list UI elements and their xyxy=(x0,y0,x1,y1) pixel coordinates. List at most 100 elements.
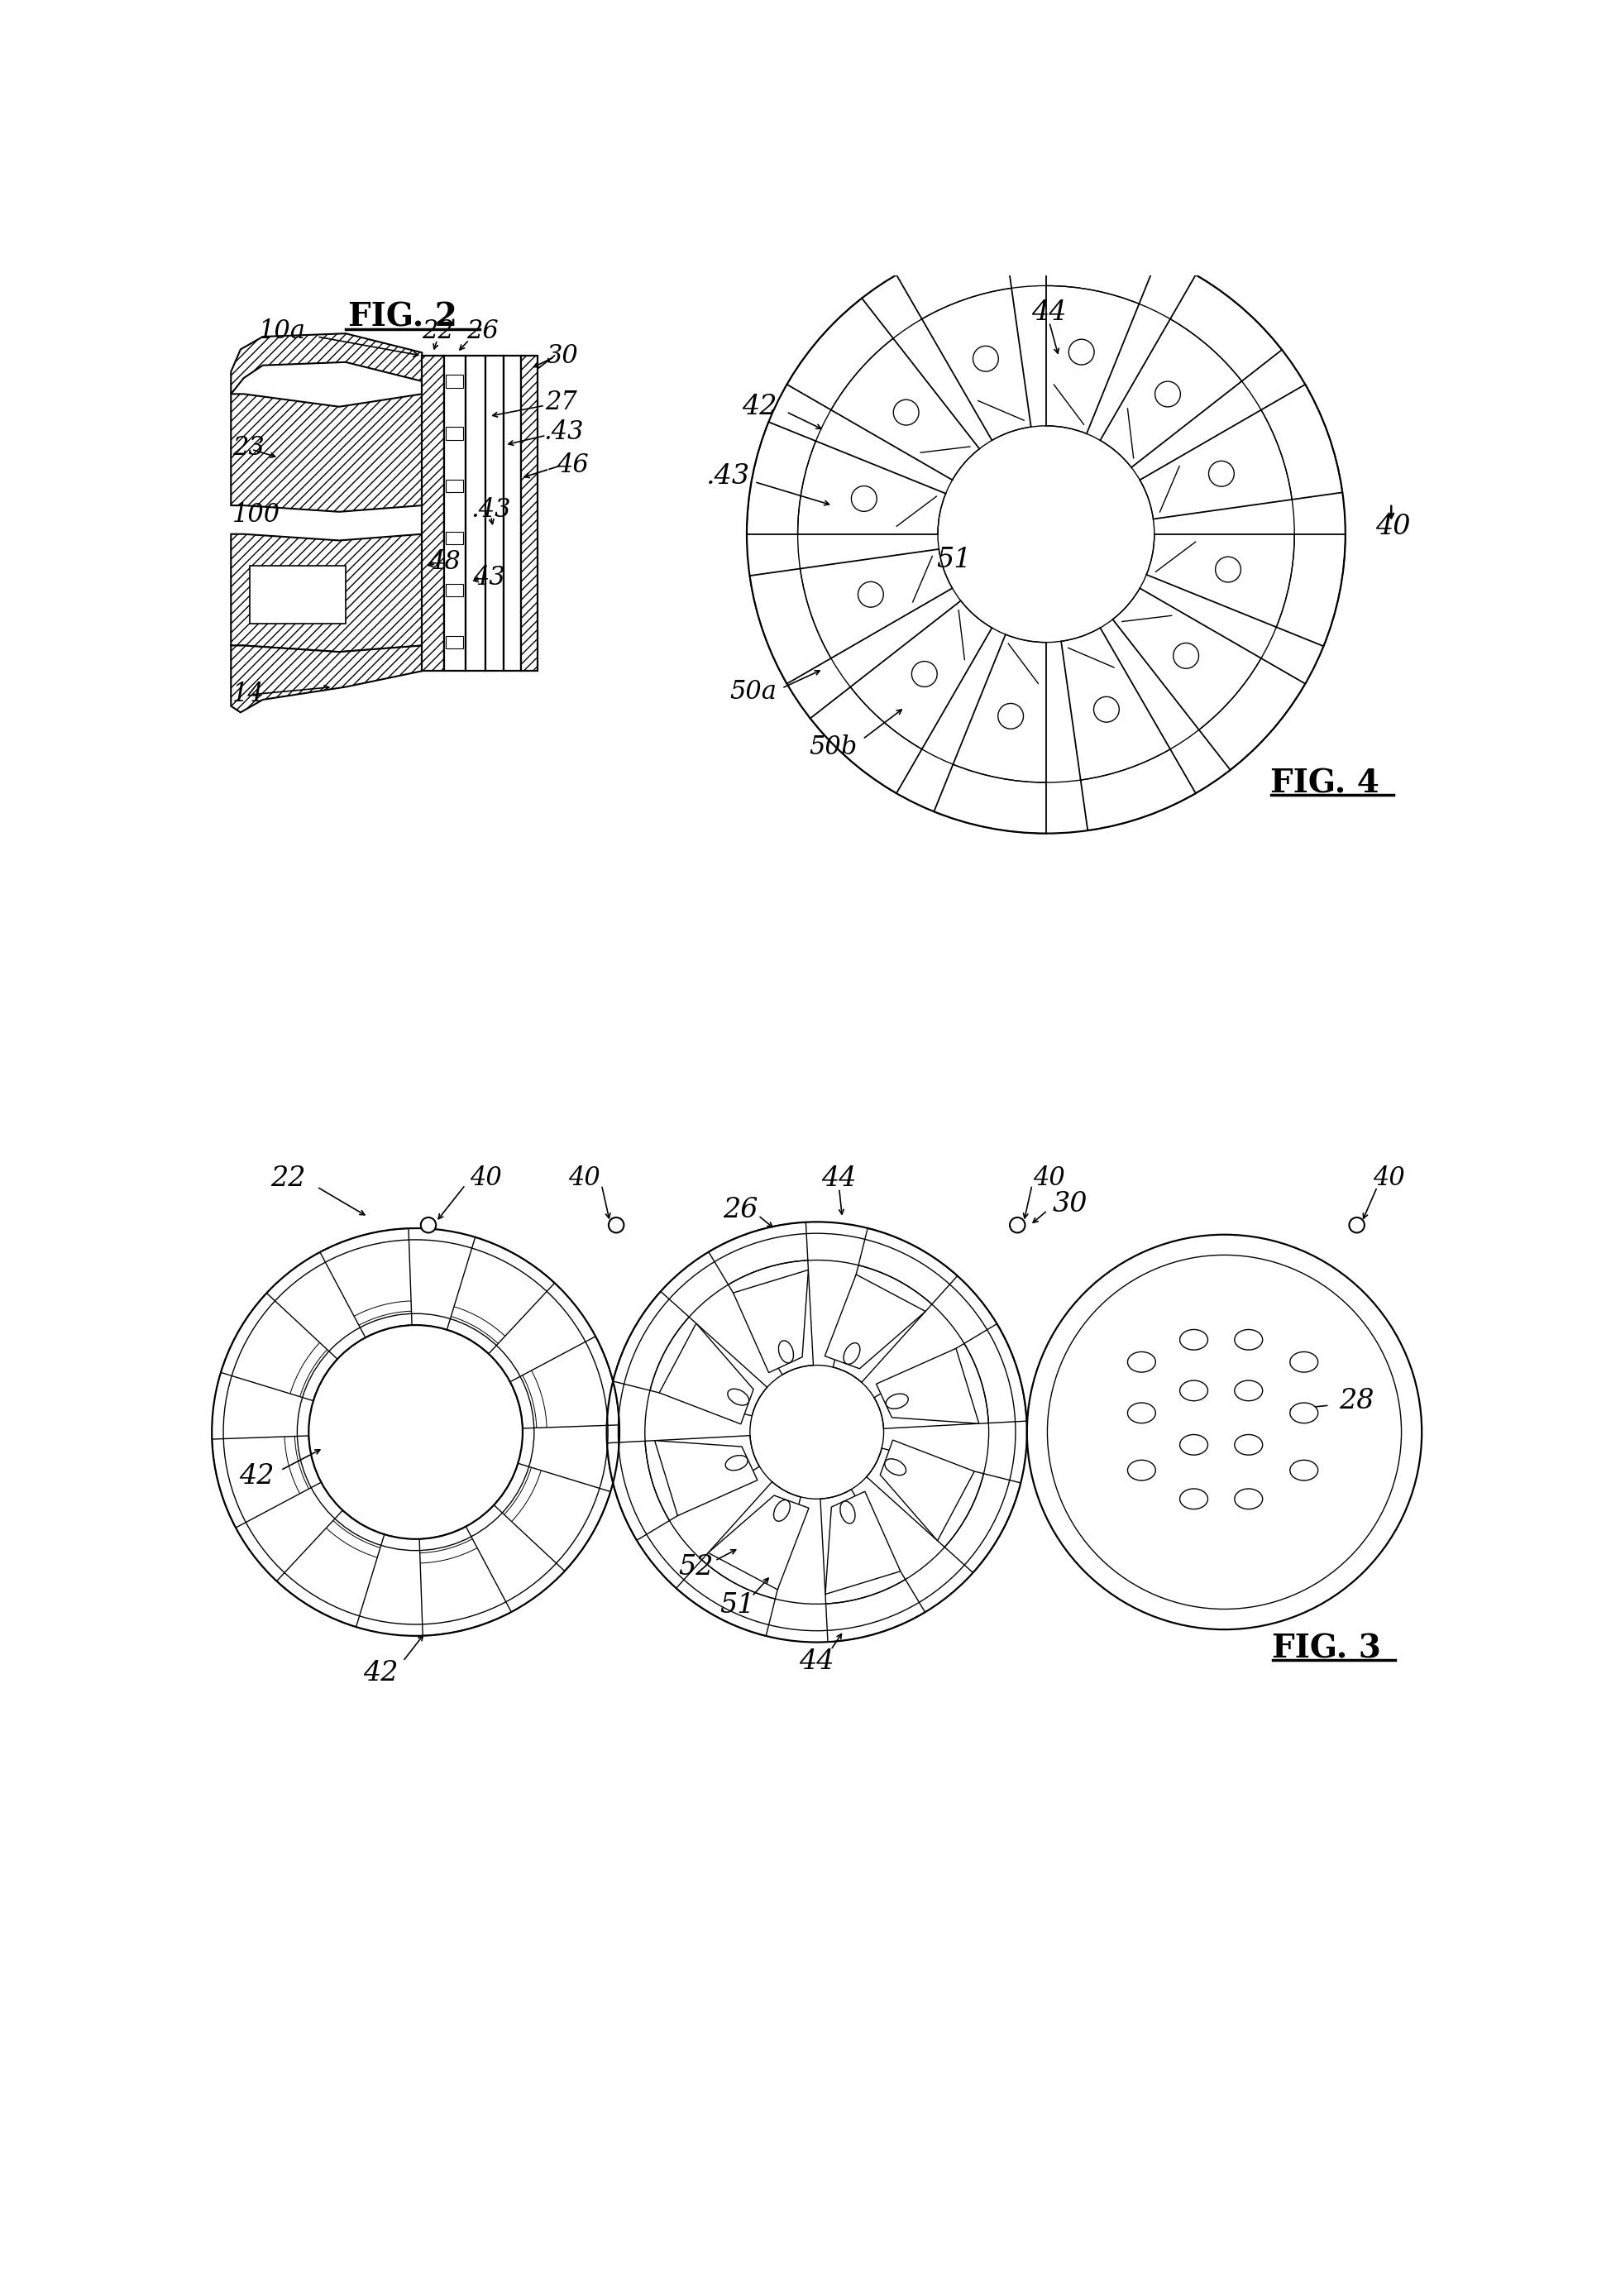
Circle shape xyxy=(851,487,876,512)
Ellipse shape xyxy=(1289,1352,1318,1373)
Text: 16: 16 xyxy=(284,583,313,606)
Bar xyxy=(422,356,445,670)
Polygon shape xyxy=(733,1270,807,1373)
Polygon shape xyxy=(825,1274,925,1368)
Ellipse shape xyxy=(839,1502,855,1525)
Text: 48: 48 xyxy=(429,549,461,574)
Circle shape xyxy=(1094,696,1118,723)
Circle shape xyxy=(857,581,883,606)
Ellipse shape xyxy=(1289,1403,1318,1424)
Text: 30: 30 xyxy=(1052,1192,1087,1217)
Ellipse shape xyxy=(1234,1488,1261,1508)
Bar xyxy=(445,427,464,441)
Text: 50b: 50b xyxy=(809,735,857,760)
Text: 42: 42 xyxy=(741,393,777,420)
Text: 30: 30 xyxy=(546,342,578,370)
Ellipse shape xyxy=(1289,1460,1318,1481)
Bar xyxy=(445,480,464,491)
Ellipse shape xyxy=(1128,1352,1155,1373)
Polygon shape xyxy=(230,333,422,395)
Bar xyxy=(485,356,503,670)
Text: 40: 40 xyxy=(469,1166,501,1192)
Circle shape xyxy=(912,661,936,687)
Polygon shape xyxy=(825,1492,901,1593)
Text: .43: .43 xyxy=(543,420,583,445)
Ellipse shape xyxy=(886,1394,907,1410)
Ellipse shape xyxy=(727,1389,749,1405)
Circle shape xyxy=(973,347,997,372)
Circle shape xyxy=(1173,643,1199,668)
Bar xyxy=(445,533,464,544)
Text: 44: 44 xyxy=(822,1166,857,1192)
Text: 22: 22 xyxy=(422,319,454,344)
Circle shape xyxy=(997,703,1023,728)
Circle shape xyxy=(1008,1217,1025,1233)
Text: 50a: 50a xyxy=(730,680,777,705)
Bar xyxy=(422,356,445,670)
Polygon shape xyxy=(654,1440,757,1515)
Ellipse shape xyxy=(1128,1460,1155,1481)
Text: FIG. 4: FIG. 4 xyxy=(1269,769,1379,799)
Circle shape xyxy=(892,400,918,425)
Polygon shape xyxy=(230,535,422,652)
Text: .43: .43 xyxy=(470,496,511,523)
Text: 14: 14 xyxy=(232,682,264,707)
Text: 43: 43 xyxy=(472,565,504,590)
Text: FIG. 2: FIG. 2 xyxy=(348,301,458,333)
Text: 10a: 10a xyxy=(258,319,304,344)
Circle shape xyxy=(1348,1217,1365,1233)
Circle shape xyxy=(420,1217,437,1233)
Ellipse shape xyxy=(1234,1380,1261,1401)
Ellipse shape xyxy=(884,1458,905,1476)
Ellipse shape xyxy=(725,1456,748,1469)
Bar xyxy=(445,583,464,597)
Polygon shape xyxy=(876,1348,978,1424)
Text: FIG. 3: FIG. 3 xyxy=(1271,1632,1381,1665)
Circle shape xyxy=(1208,461,1234,487)
Text: 23: 23 xyxy=(232,436,264,461)
Bar xyxy=(445,374,464,388)
Text: 51: 51 xyxy=(719,1591,754,1619)
Circle shape xyxy=(1215,556,1240,583)
Text: 44: 44 xyxy=(799,1649,834,1674)
Ellipse shape xyxy=(778,1341,793,1364)
Polygon shape xyxy=(659,1322,752,1424)
Text: 52: 52 xyxy=(678,1554,714,1580)
Ellipse shape xyxy=(1179,1329,1207,1350)
Bar xyxy=(250,565,345,622)
Bar xyxy=(445,356,466,670)
Bar xyxy=(520,356,538,670)
Bar xyxy=(445,636,464,650)
Text: 26: 26 xyxy=(722,1196,757,1224)
Polygon shape xyxy=(707,1495,809,1589)
Text: 42: 42 xyxy=(362,1660,398,1685)
Text: 100: 100 xyxy=(232,503,280,528)
Text: 46: 46 xyxy=(556,452,588,478)
Ellipse shape xyxy=(1179,1380,1207,1401)
Text: 27: 27 xyxy=(545,390,577,416)
Circle shape xyxy=(1155,381,1179,406)
Text: 22: 22 xyxy=(271,1166,306,1192)
Bar xyxy=(466,356,485,670)
Text: 42: 42 xyxy=(238,1463,274,1490)
Text: 40: 40 xyxy=(569,1166,601,1192)
Text: 44: 44 xyxy=(1031,298,1066,326)
Ellipse shape xyxy=(773,1499,789,1522)
Circle shape xyxy=(609,1217,623,1233)
Ellipse shape xyxy=(1234,1329,1261,1350)
Text: 26: 26 xyxy=(466,319,498,344)
Polygon shape xyxy=(230,645,422,712)
Ellipse shape xyxy=(1179,1435,1207,1456)
Text: 40: 40 xyxy=(1374,514,1410,540)
Text: .43: .43 xyxy=(706,464,749,489)
Ellipse shape xyxy=(1128,1403,1155,1424)
Polygon shape xyxy=(880,1440,975,1541)
Text: 51: 51 xyxy=(936,546,971,572)
Text: 40: 40 xyxy=(1373,1166,1403,1192)
Text: 40: 40 xyxy=(1033,1166,1065,1192)
Bar xyxy=(503,356,520,670)
Circle shape xyxy=(1068,340,1094,365)
Text: 28: 28 xyxy=(1339,1389,1374,1414)
Ellipse shape xyxy=(843,1343,860,1364)
Ellipse shape xyxy=(1234,1435,1261,1456)
